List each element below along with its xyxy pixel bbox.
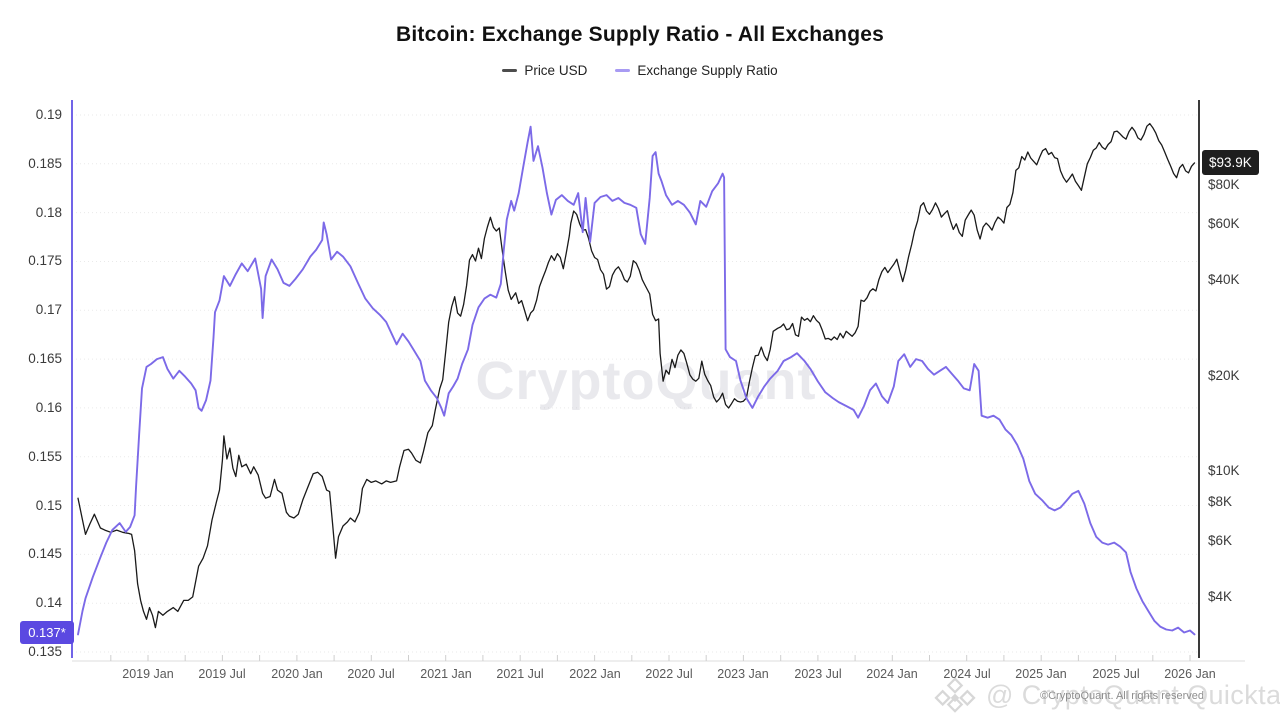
legend-swatch-icon (502, 69, 518, 72)
legend-label: Exchange Supply Ratio (637, 63, 778, 78)
y-right-tick-label: $60K (1208, 216, 1240, 231)
x-tick-label: 2021 Jul (496, 667, 544, 681)
x-tick-label: 2022 Jul (645, 667, 693, 681)
y-right-tick-label: $4K (1208, 589, 1233, 604)
x-tick-label: 2026 Jan (1164, 667, 1216, 681)
x-tick-label: 2025 Jan (1015, 667, 1067, 681)
legend-item-exchange-supply-ratio[interactable]: Exchange Supply Ratio (615, 63, 778, 78)
y-left-tick-label: 0.14 (35, 595, 62, 610)
legend-swatch-icon (615, 69, 631, 72)
legend-item-price-usd[interactable]: Price USD (502, 63, 587, 78)
copyright-text: ©CryptoQuant. All rights reserved (1040, 690, 1205, 702)
x-tick-label: 2024 Jan (866, 667, 918, 681)
y-right-tick-label: $10K (1208, 463, 1240, 478)
x-tick-label: 2021 Jan (420, 667, 472, 681)
y-left-tick-label: 0.15 (35, 498, 62, 513)
bottom-watermark-text: @ CryptoQuant Quicktak... (986, 679, 1280, 710)
x-tick-label: 2020 Jan (271, 667, 323, 681)
y-left-tick-label: 0.18 (35, 205, 62, 220)
x-tick-label: 2025 Jul (1092, 667, 1140, 681)
bottom-watermark: @ CryptoQuant Quicktak... (933, 676, 1280, 714)
y-right-tick-label: $40K (1208, 272, 1240, 287)
y-left-tick-label: 0.17 (35, 302, 62, 317)
x-tick-label: 2023 Jan (717, 667, 769, 681)
y-left-tick-label: 0.165 (28, 351, 62, 366)
latest-price-badge: $93.9K (1202, 150, 1259, 175)
y-left-tick-label: 0.19 (35, 107, 62, 122)
y-left-tick-label: 0.155 (28, 449, 62, 464)
y-left-tick-label: 0.16 (35, 400, 62, 415)
cryptoquant-center-watermark: CryptoQuant (475, 351, 817, 411)
x-tick-label: 2022 Jan (569, 667, 621, 681)
y-right-tick-label: $6K (1208, 533, 1233, 548)
legend: Price USD Exchange Supply Ratio (0, 63, 1280, 78)
y-right-tick-label: $8K (1208, 494, 1233, 509)
x-tick-label: 2024 Jul (943, 667, 991, 681)
y-left-tick-label: 0.185 (28, 156, 62, 171)
cryptoquant-logo-icon (934, 677, 976, 713)
y-left-tick-label: 0.175 (28, 253, 62, 268)
latest-ratio-badge: 0.137* (20, 621, 74, 644)
chart-title: Bitcoin: Exchange Supply Ratio - All Exc… (395, 23, 884, 46)
x-tick-label: 2023 Jul (794, 667, 842, 681)
y-left-tick-label: 0.145 (28, 546, 62, 561)
y-right-tick-label: $20K (1208, 368, 1240, 383)
y-left-tick-label: 0.135 (28, 644, 62, 659)
legend-label: Price USD (524, 63, 588, 78)
x-tick-label: 2019 Jul (198, 667, 246, 681)
x-tick-label: 2020 Jul (347, 667, 395, 681)
x-tick-label: 2019 Jan (122, 667, 174, 681)
y-right-tick-label: $80K (1208, 177, 1240, 192)
